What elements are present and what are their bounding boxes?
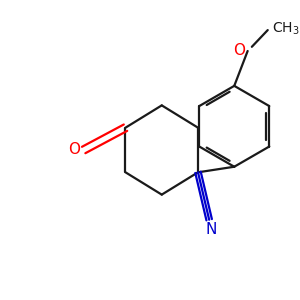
Text: O: O: [68, 142, 80, 158]
Text: O: O: [233, 44, 245, 59]
Text: CH$_3$: CH$_3$: [272, 20, 300, 37]
Text: N: N: [206, 222, 217, 237]
